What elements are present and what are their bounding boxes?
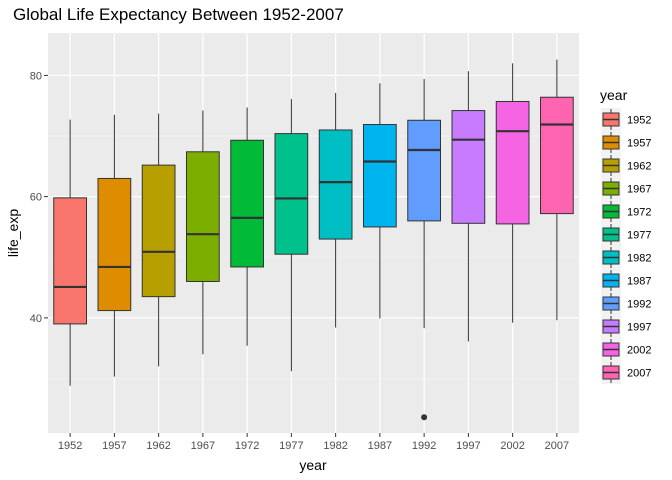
x-tick-label: 1997 (456, 440, 480, 452)
legend-key-1987: 1987 (601, 269, 651, 292)
box-1992 (407, 79, 441, 421)
y-tick-label: 40 (30, 313, 42, 325)
legend-label: 1997 (627, 322, 651, 334)
legend-key-1952: 1952 (601, 108, 651, 131)
legend-key-1967: 1967 (601, 177, 651, 200)
legend-label: 1957 (627, 138, 651, 150)
box-iqr (451, 110, 486, 224)
legend-title: year (600, 87, 628, 103)
y-tick-label: 80 (30, 70, 42, 82)
outlier-point (421, 414, 428, 421)
x-axis-title: year (299, 457, 327, 473)
box-iqr (97, 177, 132, 312)
legend-label: 1967 (627, 184, 651, 196)
box-iqr (540, 96, 574, 215)
box-iqr (230, 139, 264, 268)
x-tick-label: 1982 (323, 440, 347, 452)
legend-key-2002: 2002 (601, 338, 651, 361)
x-tick-label: 1972 (235, 440, 259, 452)
box-iqr (274, 133, 309, 255)
box-1987 (363, 83, 397, 319)
legend-label: 1992 (627, 299, 651, 311)
box-1967 (186, 110, 220, 355)
box-1997 (451, 71, 486, 342)
x-axis-ticks: 1952 1957 1962 1967 1972 1977 1982 1987 1992 1997… (58, 433, 569, 452)
legend-key-1977: 1977 (601, 223, 651, 246)
legend-key-1982: 1982 (601, 246, 651, 269)
chart-title: Global Life Expectancy Between 1952-2007 (13, 5, 344, 24)
legend: year 1952 1957 1962 1967 1972 1977 1982 1987 199… (600, 87, 651, 384)
box-1977 (274, 99, 309, 372)
box-iqr (407, 119, 441, 222)
box-iqr (53, 197, 87, 325)
y-axis-ticks: 40 60 80 (30, 70, 48, 325)
box-2007 (540, 59, 574, 321)
box-iqr (186, 151, 220, 282)
legend-key-2007: 2007 (601, 361, 651, 384)
y-axis-title: life_exp (5, 209, 21, 257)
legend-label: 1977 (627, 230, 651, 242)
x-tick-label: 1952 (58, 440, 82, 452)
plot-panel (48, 33, 579, 433)
legend-key-1962: 1962 (601, 154, 651, 177)
box-iqr (495, 100, 530, 225)
box-iqr (141, 164, 176, 298)
legend-label: 1972 (627, 207, 651, 219)
box-series (53, 59, 574, 421)
legend-label: 1952 (627, 115, 651, 127)
legend-key-1957: 1957 (601, 131, 651, 154)
legend-key-1972: 1972 (601, 200, 651, 223)
box-1962 (141, 113, 176, 367)
box-iqr (363, 124, 397, 228)
box-1982 (318, 93, 353, 328)
y-tick-label: 60 (30, 192, 42, 204)
x-tick-label: 1992 (412, 440, 436, 452)
box-1957 (97, 114, 132, 377)
legend-label: 1962 (627, 161, 651, 173)
legend-key-1992: 1992 (601, 292, 651, 315)
x-tick-label: 1957 (102, 440, 126, 452)
box-iqr (318, 129, 353, 240)
legend-label: 2002 (627, 345, 651, 357)
x-tick-label: 2002 (500, 440, 524, 452)
x-tick-label: 2007 (545, 440, 569, 452)
legend-key-1997: 1997 (601, 315, 651, 338)
x-tick-label: 1962 (146, 440, 170, 452)
x-tick-label: 1987 (368, 440, 392, 452)
x-tick-label: 1967 (191, 440, 215, 452)
box-1972 (230, 107, 264, 346)
x-tick-label: 1977 (279, 440, 303, 452)
legend-label: 2007 (627, 368, 651, 380)
legend-label: 1982 (627, 253, 651, 265)
box-1952 (53, 119, 87, 386)
box-2002 (495, 63, 530, 323)
legend-label: 1987 (627, 276, 651, 288)
